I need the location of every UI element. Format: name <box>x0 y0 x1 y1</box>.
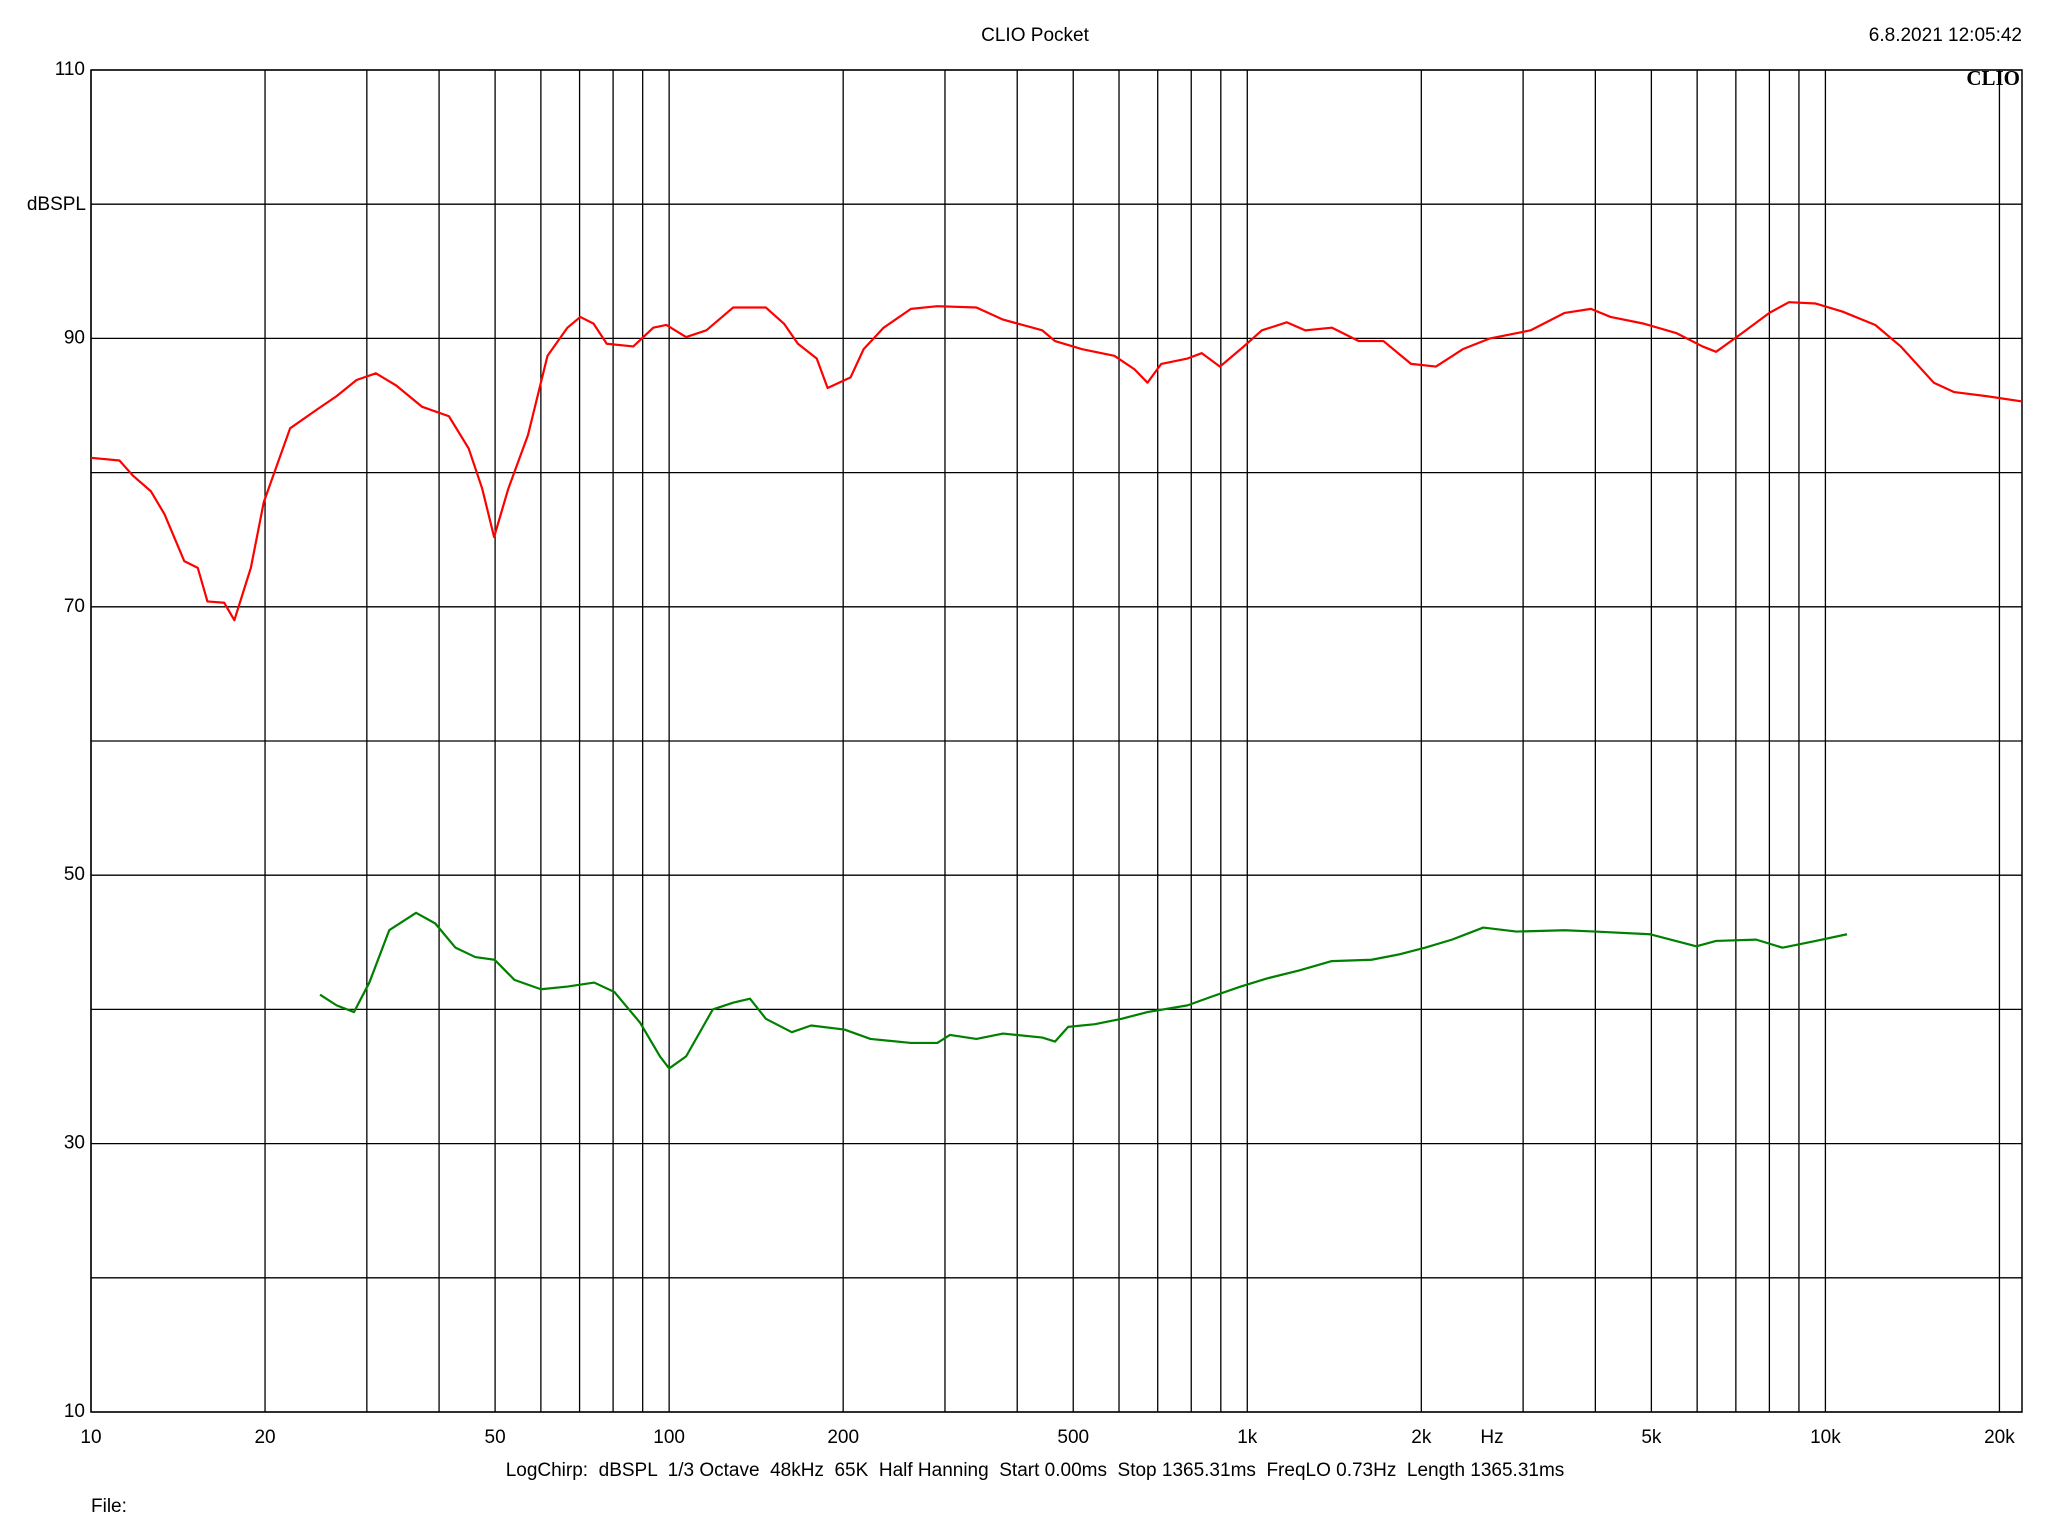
x-tick-label: 10k <box>1810 1427 1841 1448</box>
x-tick-label: 5k <box>1641 1427 1662 1448</box>
x-tick-label: 20k <box>1984 1427 2015 1448</box>
x-tick-label: 200 <box>827 1427 859 1448</box>
logo: CLIO <box>1966 66 2020 90</box>
plot-frame <box>90 69 2023 1413</box>
x-tick-label: 100 <box>653 1427 685 1448</box>
x-tick-label: 10 <box>80 1427 101 1448</box>
y-tick-label: 10 <box>64 1401 85 1422</box>
x-tick-label: 20 <box>254 1427 275 1448</box>
x-tick-label: 50 <box>485 1427 506 1448</box>
series-line <box>319 911 1848 1070</box>
y-tick-label: 70 <box>64 596 85 617</box>
y-tick-label: 50 <box>64 864 85 885</box>
y-axis-label: dBSPL <box>27 194 86 215</box>
y-tick-label: 110 <box>55 59 85 80</box>
footer: LogChirp: dBSPL 1/3 Octave 48kHz 65K Hal… <box>506 1460 1565 1481</box>
x-tick-label: 2k <box>1411 1427 1432 1448</box>
x-tick-label: 500 <box>1057 1427 1089 1448</box>
y-tick-label: 30 <box>64 1133 85 1154</box>
y-tick-label: 90 <box>64 327 85 348</box>
x-tick-label: 1k <box>1237 1427 1258 1448</box>
file-label: File: <box>91 1496 127 1517</box>
chart-title: CLIO Pocket <box>981 25 1089 46</box>
series-line <box>90 301 2023 622</box>
timestamp: 6.8.2021 12:05:42 <box>1869 25 2022 46</box>
x-axis-label: Hz <box>1480 1427 1503 1448</box>
